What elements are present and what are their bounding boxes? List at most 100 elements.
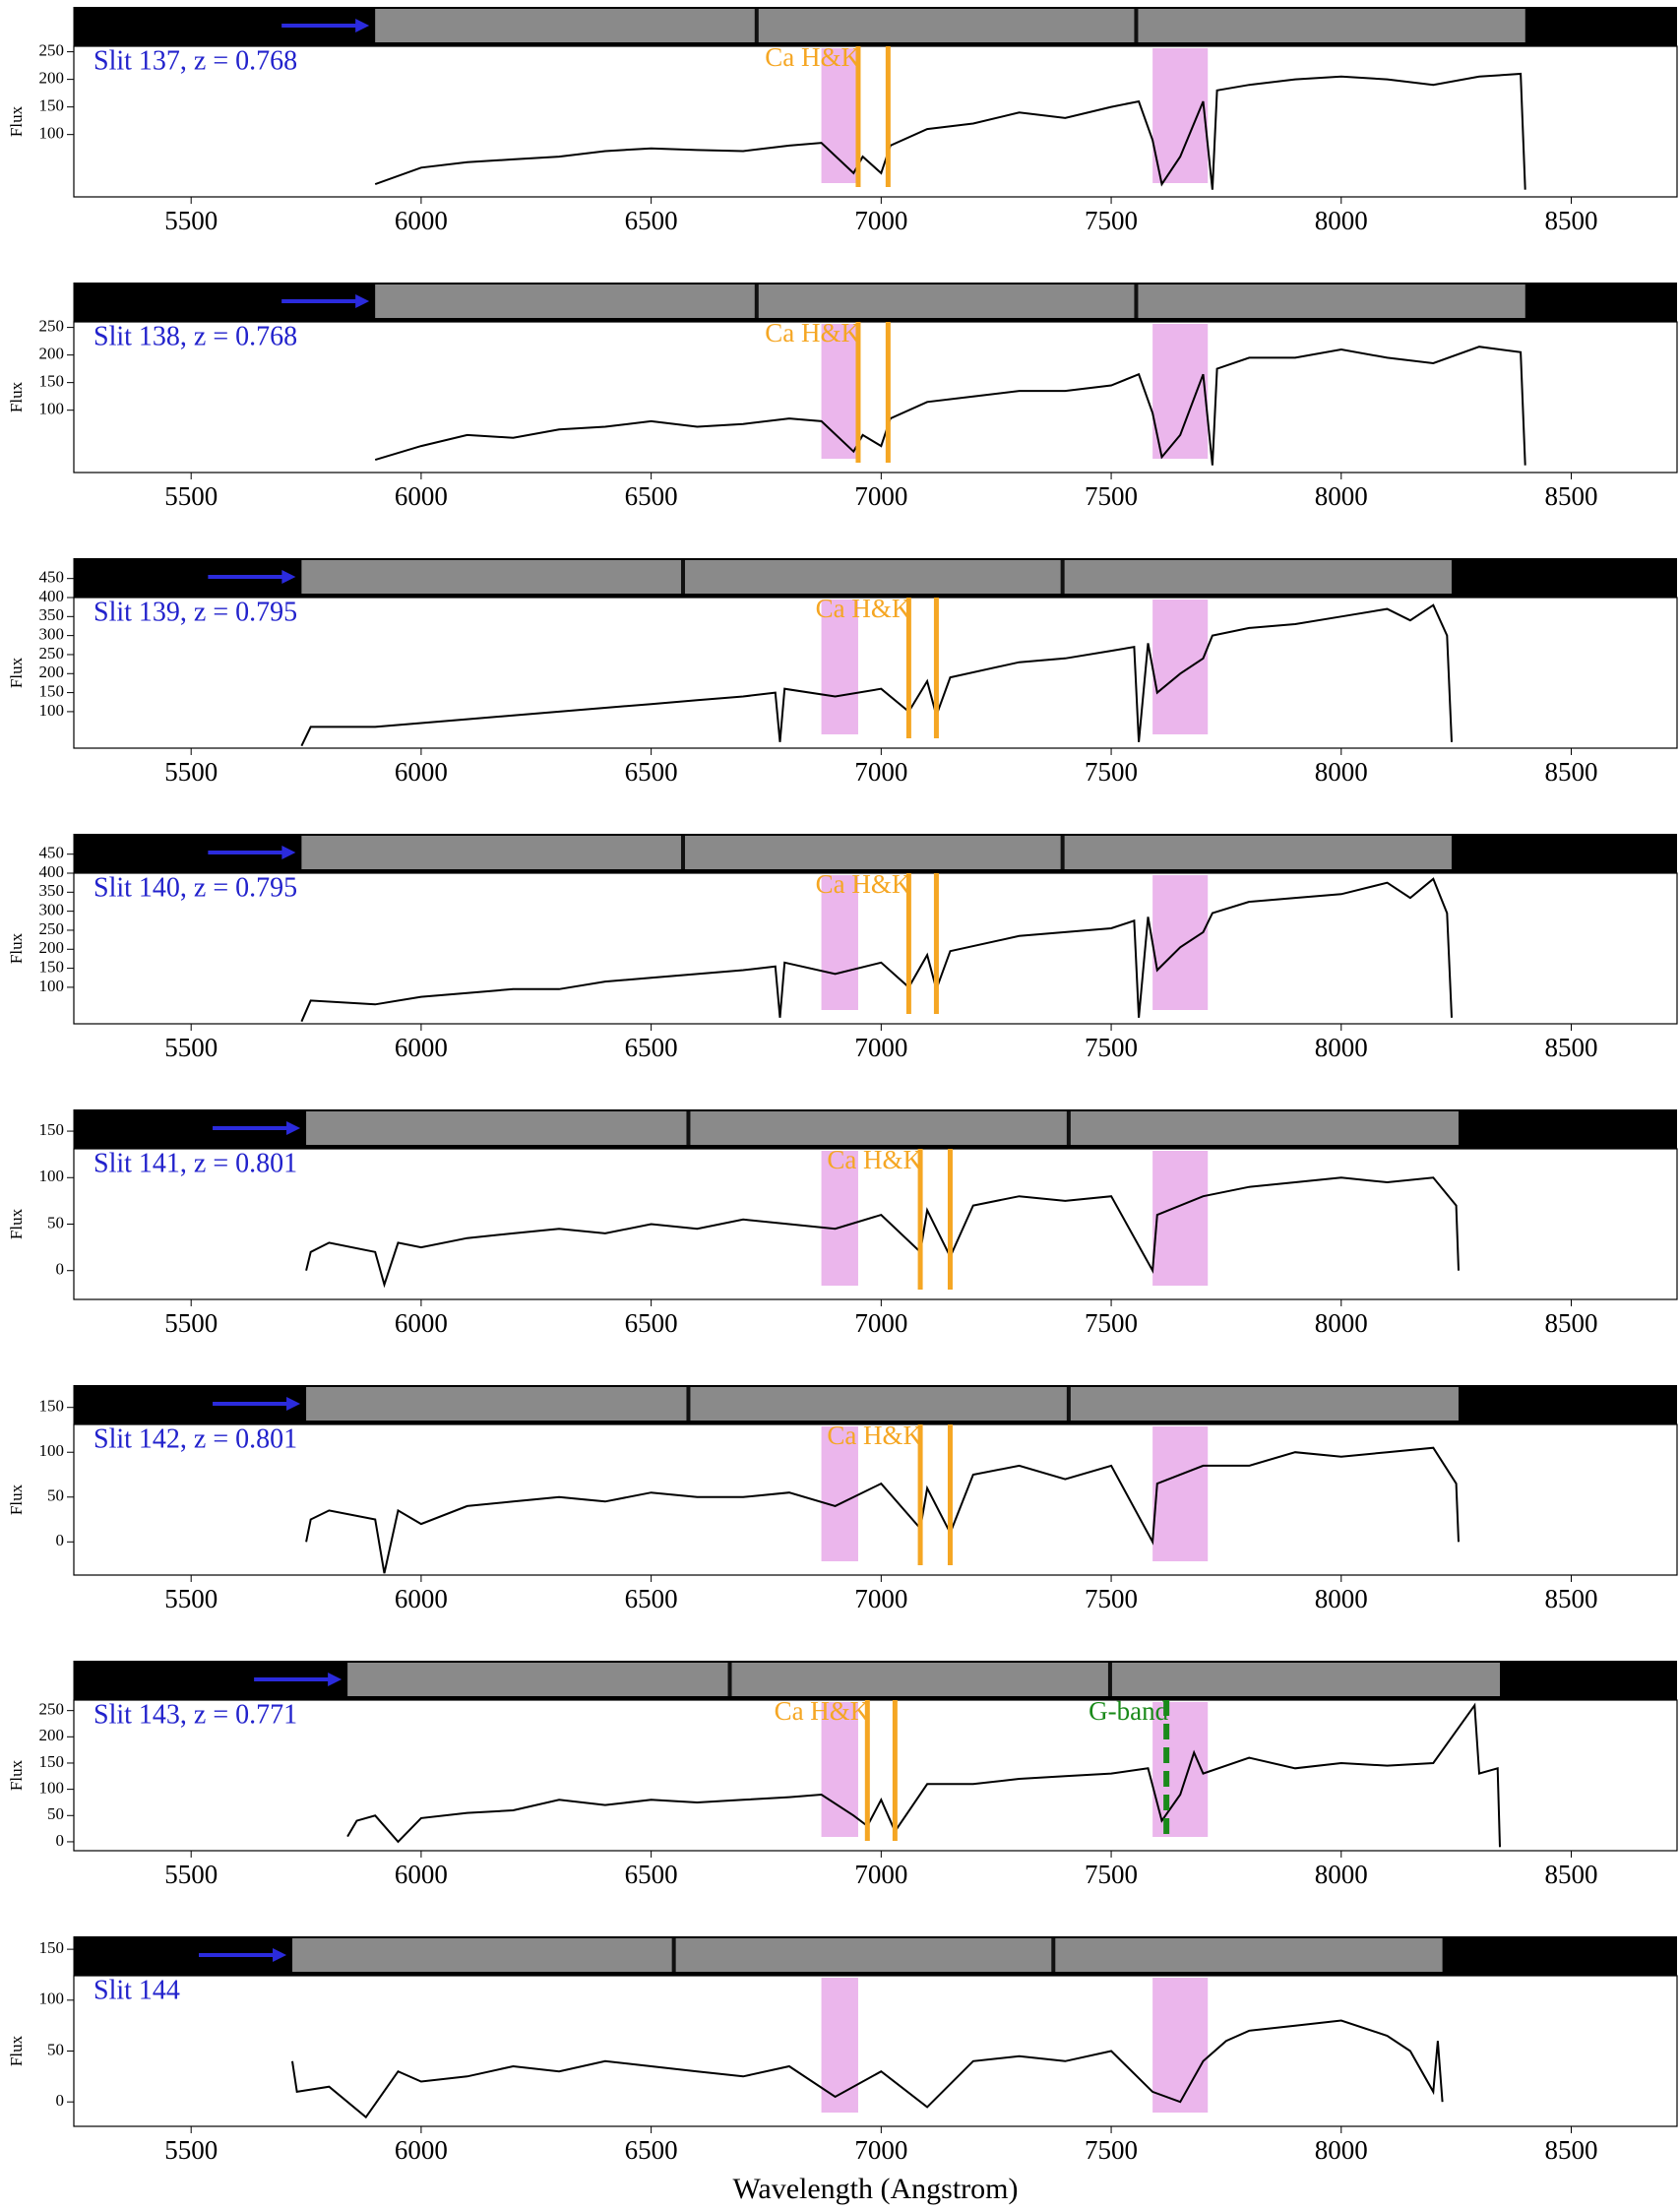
x-tick-label: 7000 xyxy=(854,2135,907,2165)
strip-gap xyxy=(1060,836,1065,869)
spectrum-image xyxy=(306,1111,1459,1145)
ca-hk-label: Ca H&K xyxy=(775,1696,870,1726)
plot-frame xyxy=(73,1423,1678,1576)
y-tick-label: 100 xyxy=(39,1779,65,1798)
spectrum-line xyxy=(291,2019,1444,2119)
strip-gap xyxy=(1107,1663,1112,1696)
panel-title: Slit 142, z = 0.801 xyxy=(93,1423,297,1454)
strip-gap xyxy=(1134,9,1139,42)
spectrum-line xyxy=(300,603,1453,747)
strip-gap xyxy=(1066,1387,1071,1421)
spectrum-image xyxy=(375,9,1525,42)
y-tick-label: 250 xyxy=(39,317,65,336)
strip-gap xyxy=(1051,1938,1056,1972)
ca-hk-label: Ca H&K xyxy=(827,1145,922,1174)
panel-title: Slit 141, z = 0.801 xyxy=(93,1148,297,1178)
y-tick-label: 0 xyxy=(56,1831,65,1850)
y-tick-label: 100 xyxy=(39,1441,65,1460)
x-tick-label: 8500 xyxy=(1544,481,1597,511)
x-tick-label: 6000 xyxy=(395,206,448,235)
y-tick-label: 200 xyxy=(39,69,65,88)
x-tick-label: 6000 xyxy=(395,1584,448,1613)
strip-gap xyxy=(727,1663,732,1696)
x-tick-label: 8000 xyxy=(1315,481,1368,511)
x-tick-label: 5500 xyxy=(164,1308,218,1338)
strip-arrow-head xyxy=(286,1121,301,1135)
x-tick-label: 7500 xyxy=(1085,1033,1138,1062)
x-tick-label: 8000 xyxy=(1315,1033,1368,1062)
shaded-band xyxy=(821,1978,858,2113)
shaded-band xyxy=(821,875,858,1010)
y-tick-label: 200 xyxy=(39,938,65,957)
x-tick-label: 8000 xyxy=(1315,1308,1368,1338)
y-tick-label: 100 xyxy=(39,1990,65,2008)
x-tick-label: 8500 xyxy=(1544,757,1597,787)
shaded-band xyxy=(1152,875,1209,1010)
shaded-band xyxy=(1152,48,1209,183)
x-tick-label: 5500 xyxy=(164,1860,218,1889)
x-tick-label: 6000 xyxy=(395,481,448,511)
panel-title: Slit 139, z = 0.795 xyxy=(93,597,297,627)
y-tick-label: 0 xyxy=(56,1260,65,1279)
panel-title: Slit 137, z = 0.768 xyxy=(93,45,297,76)
x-tick-label: 8000 xyxy=(1315,1584,1368,1613)
strip-arrow-head xyxy=(273,1948,287,1962)
y-tick-label: 50 xyxy=(47,2040,64,2058)
spectrum-image xyxy=(306,1387,1459,1421)
x-tick-label: 5500 xyxy=(164,1033,218,1062)
strip-gap xyxy=(671,1938,676,1972)
x-tick-label: 6000 xyxy=(395,757,448,787)
x-tick-label: 8500 xyxy=(1544,206,1597,235)
y-tick-label: 350 xyxy=(39,881,65,900)
y-tick-label: 50 xyxy=(47,1213,64,1232)
y-tick-label: 250 xyxy=(39,919,65,938)
y-tick-label: 450 xyxy=(39,844,65,862)
strip-arrow-head xyxy=(281,846,296,859)
y-tick-label: 200 xyxy=(39,345,65,363)
x-tick-label: 6000 xyxy=(395,1308,448,1338)
x-tick-label: 6500 xyxy=(625,1033,678,1062)
shaded-band xyxy=(1152,1978,1209,2113)
strip-arrow-head xyxy=(281,570,296,584)
x-tick-label: 7000 xyxy=(854,1308,907,1338)
y-tick-label: 100 xyxy=(39,977,65,995)
x-tick-label: 6000 xyxy=(395,2135,448,2165)
x-tick-label: 7500 xyxy=(1085,757,1138,787)
strip-arrow-head xyxy=(286,1397,301,1411)
panel-title: Slit 138, z = 0.768 xyxy=(93,321,297,351)
shaded-band xyxy=(821,324,858,459)
x-tick-label: 5500 xyxy=(164,481,218,511)
x-tick-label: 8500 xyxy=(1544,1033,1597,1062)
strip-gap xyxy=(754,284,759,318)
x-tick-label: 5500 xyxy=(164,757,218,787)
y-axis-label: Flux xyxy=(7,657,26,688)
strip-gap xyxy=(681,836,686,869)
y-tick-label: 50 xyxy=(47,1486,64,1505)
panel-title: Slit 143, z = 0.771 xyxy=(93,1699,297,1730)
spectrum-image xyxy=(301,560,1452,594)
x-tick-label: 6500 xyxy=(625,1584,678,1613)
strip-gap xyxy=(1060,560,1065,594)
y-axis-label: Flux xyxy=(7,381,26,412)
x-tick-label: 7000 xyxy=(854,1860,907,1889)
shaded-band xyxy=(821,600,858,734)
x-tick-label: 6500 xyxy=(625,2135,678,2165)
plot-frame xyxy=(73,45,1678,198)
y-tick-label: 100 xyxy=(39,124,65,143)
x-tick-label: 5500 xyxy=(164,1584,218,1613)
strip-gap xyxy=(1134,284,1139,318)
x-tick-label: 7000 xyxy=(854,1033,907,1062)
y-tick-label: 150 xyxy=(39,1120,65,1139)
y-tick-label: 50 xyxy=(47,1804,64,1823)
y-tick-label: 150 xyxy=(39,96,65,115)
y-tick-label: 150 xyxy=(39,957,65,976)
y-tick-label: 400 xyxy=(39,862,65,881)
strip-arrow-head xyxy=(355,294,370,308)
y-tick-label: 0 xyxy=(56,1531,65,1549)
x-tick-label: 8000 xyxy=(1315,206,1368,235)
ca-hk-label: Ca H&K xyxy=(816,869,911,899)
strip-gap xyxy=(754,9,759,42)
x-tick-label: 8500 xyxy=(1544,2135,1597,2165)
y-tick-label: 150 xyxy=(39,372,65,391)
